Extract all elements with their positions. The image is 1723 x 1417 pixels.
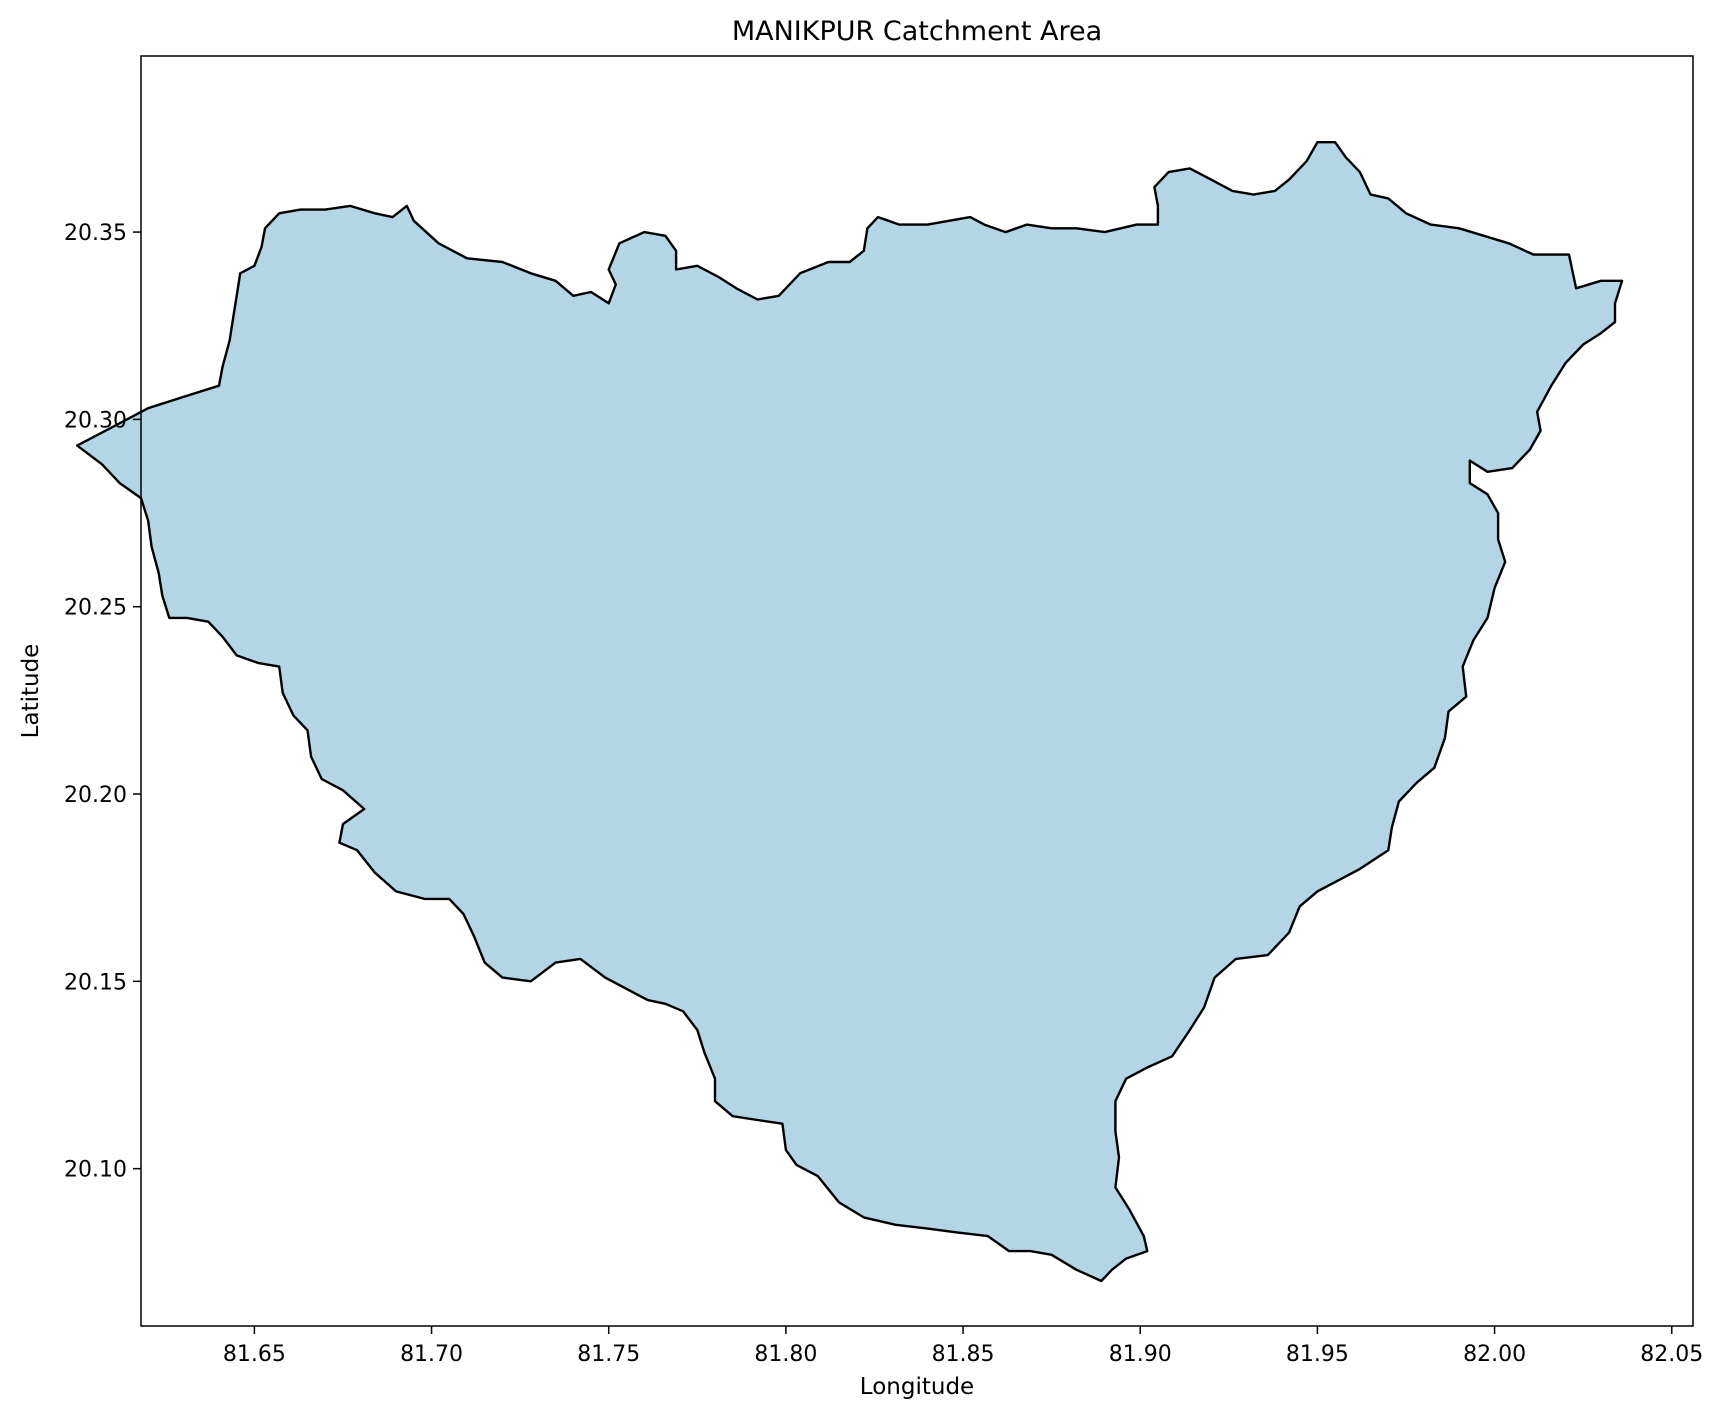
- y-tick-label: 20.15: [64, 970, 127, 995]
- y-tick-label: 20.35: [64, 221, 127, 246]
- x-tick-label: 81.65: [223, 1342, 286, 1367]
- y-tick-label: 20.10: [64, 1158, 127, 1183]
- y-tick-label: 20.30: [64, 408, 127, 433]
- x-tick-label: 81.70: [400, 1342, 463, 1367]
- x-tick-label: 81.85: [932, 1342, 995, 1367]
- x-tick-label: 82.05: [1640, 1342, 1703, 1367]
- x-tick-label: 81.75: [577, 1342, 640, 1367]
- x-tick-label: 81.80: [754, 1342, 817, 1367]
- y-axis-label: Latitude: [18, 644, 44, 739]
- x-axis-label: Longitude: [860, 1374, 974, 1400]
- plot-frame: [140, 55, 1694, 1327]
- y-tick-label: 20.20: [64, 783, 127, 808]
- x-tick-label: 81.95: [1286, 1342, 1349, 1367]
- chart-title: MANIKPUR Catchment Area: [732, 16, 1102, 47]
- catchment-shape-layer: [75, 140, 1624, 1283]
- x-tick-label: 81.90: [1109, 1342, 1172, 1367]
- y-axis: 20.10 20.15 20.20 20.25 20.30 20.35: [64, 221, 141, 1183]
- y-tick-label: 20.25: [64, 596, 127, 621]
- x-axis: 81.65 81.70 81.75 81.80 81.85 81.90 81.95 82.00…: [223, 1326, 1703, 1367]
- x-tick-label: 82.00: [1463, 1342, 1526, 1367]
- catchment-boundary: [75, 140, 1624, 1283]
